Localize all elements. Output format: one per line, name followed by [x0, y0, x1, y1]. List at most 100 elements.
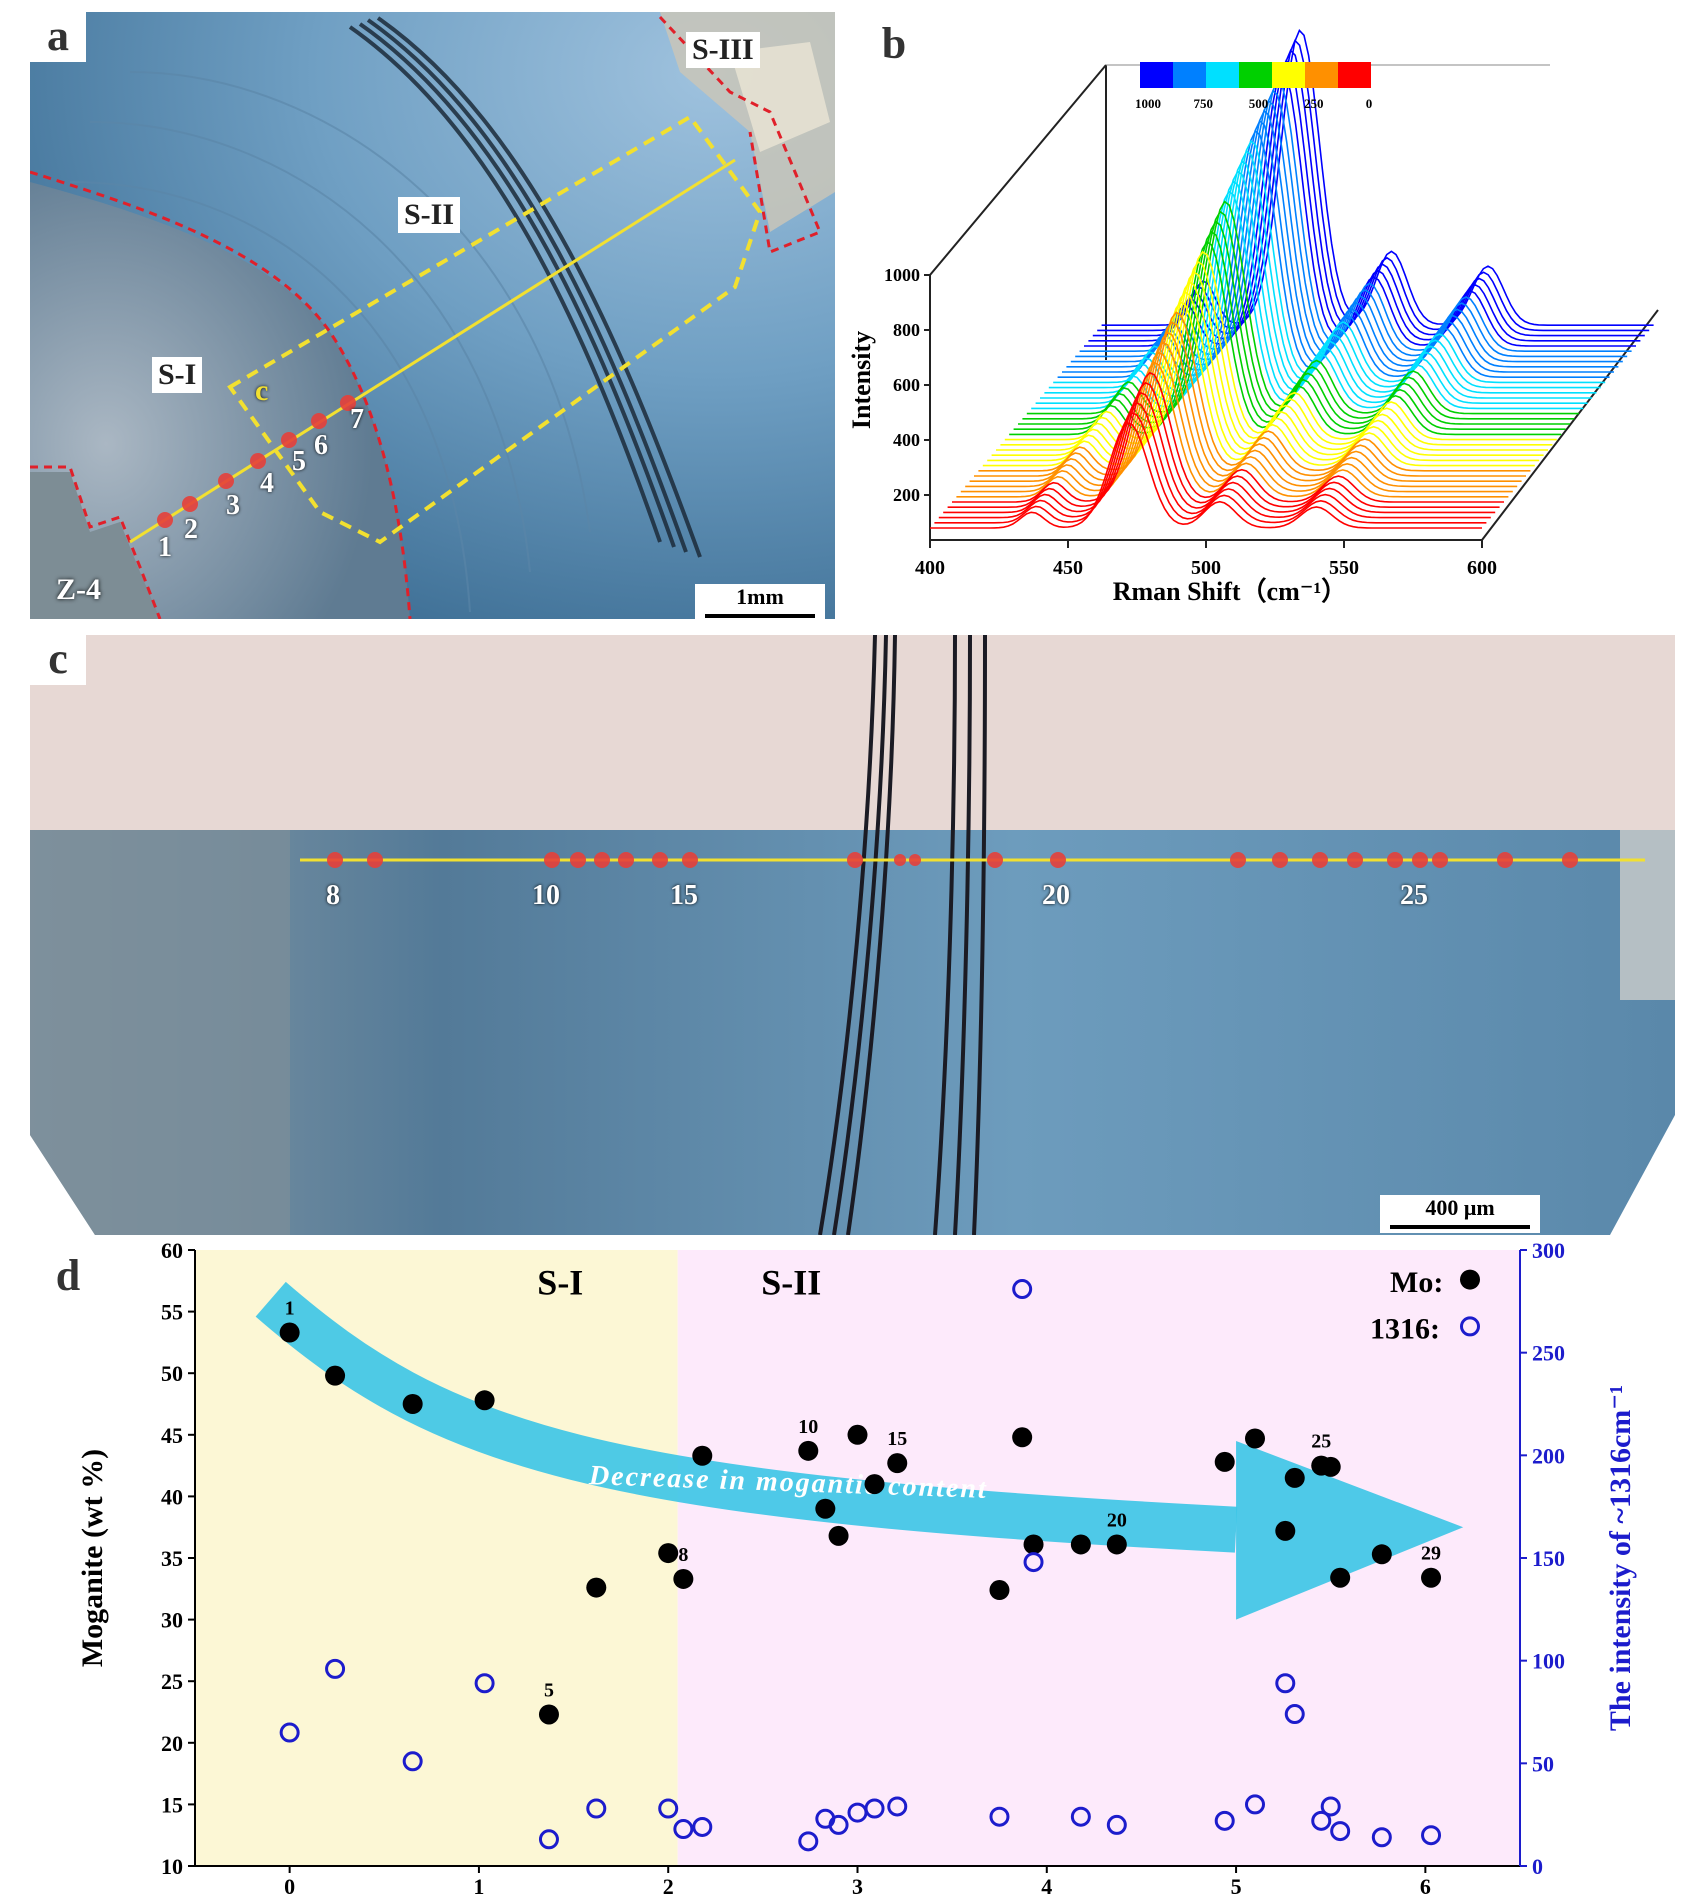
point-label-5: 5 — [292, 446, 306, 477]
trend-arrow: Decrease in mogantie content — [255, 1281, 1464, 1620]
i1316-point — [887, 1796, 908, 1817]
panel-b-ytick-label: 200 — [893, 485, 920, 505]
point-label-4: 4 — [260, 468, 274, 499]
z4-region — [30, 472, 160, 619]
legend-1316-label: 1316: — [1370, 1313, 1440, 1346]
panel-b-xtick-label: 550 — [1329, 557, 1359, 579]
i1316-point — [1320, 1796, 1341, 1817]
panel-b-spectra — [930, 28, 1654, 529]
point-annotation: 25 — [1311, 1431, 1331, 1453]
colorbar-swatch — [1305, 62, 1338, 88]
c-point-label-10: 10 — [532, 880, 560, 911]
colorbar-swatch — [1173, 62, 1206, 88]
legend-1316-marker — [1460, 1316, 1480, 1337]
mo-point — [798, 1440, 819, 1461]
region-label-s1: S-I — [537, 1262, 583, 1302]
panel-a-micrograph — [30, 12, 835, 619]
point-label-1: 1 — [158, 532, 172, 563]
panel-d-chart: Decrease in mogantie content 0 1 2 3 4 5 61015… — [76, 1238, 1637, 1900]
legend-mo-marker — [1460, 1269, 1480, 1290]
y-tick-label: 45 — [161, 1423, 183, 1448]
panel-d-points — [279, 1279, 1442, 1852]
zone-boundaries — [30, 15, 822, 619]
ppl-half — [30, 635, 1675, 830]
point-annotation: 8 — [678, 1544, 688, 1566]
point-label-3: 3 — [226, 490, 240, 521]
point-annotation: 1 — [285, 1298, 295, 1320]
point-annotation: 20 — [1107, 1509, 1127, 1531]
inset-box — [227, 114, 763, 545]
i1316-point — [989, 1806, 1010, 1827]
panel-d: Decrease in mogantie content 0 1 2 3 4 5 6 10 15… — [30, 1238, 1690, 1900]
panel-b-xlabel: Rman Shift（cm⁻¹） — [1113, 577, 1348, 606]
zone-label-s2: S-II — [398, 197, 461, 233]
panel-b-ytick-label: 400 — [893, 430, 920, 450]
i1316-point — [474, 1673, 495, 1694]
i1316-point — [1275, 1673, 1296, 1694]
x-tick-label: 4 — [1041, 1874, 1052, 1895]
point-annotation: 5 — [544, 1679, 554, 1701]
y2-tick-label: 150 — [1532, 1546, 1565, 1571]
mo-point — [474, 1390, 495, 1411]
s3-crystal — [730, 42, 830, 152]
spectrum-line — [934, 412, 1487, 524]
panel-b-ytick-label: 600 — [893, 375, 920, 395]
legend-mo-label: Mo: — [1390, 1266, 1443, 1299]
mo-point — [887, 1453, 908, 1474]
x-tick-label: 2 — [663, 1874, 674, 1895]
i1316-point — [586, 1798, 607, 1819]
y2-tick-label: 100 — [1532, 1649, 1565, 1674]
mo-point — [1012, 1427, 1033, 1448]
panel-c-label: c — [30, 635, 86, 685]
panel-c-scale-text: 400 μm — [1425, 1195, 1495, 1220]
c-point-label-15: 15 — [670, 880, 698, 911]
panel-a-scalebar: 1mm — [695, 584, 825, 620]
s1-texture — [30, 830, 290, 1235]
i1316-point — [1311, 1810, 1332, 1831]
growth-bands — [348, 16, 702, 558]
spectrum-line — [938, 402, 1491, 519]
y2-tick-label: 250 — [1532, 1341, 1565, 1366]
i1316-point — [692, 1816, 713, 1837]
y-tick-label: 35 — [161, 1546, 183, 1571]
spectrum-line — [943, 391, 1496, 514]
spectrum-line — [930, 422, 1482, 529]
panel-c: c 8 10 15 20 25 400 μm — [30, 635, 1675, 1235]
spectrum-line — [1101, 28, 1654, 326]
y-tick-label: 10 — [161, 1854, 183, 1879]
mo-point — [1275, 1520, 1296, 1541]
panel-a-scale-text: 1mm — [736, 584, 784, 609]
mo-point — [847, 1424, 868, 1445]
i1316-point — [1106, 1814, 1127, 1835]
s3-texture — [1620, 830, 1675, 1000]
i1316-point — [798, 1831, 819, 1852]
colorbar-tick-label: 1000 — [1135, 96, 1161, 111]
x-tick-label: 1 — [473, 1874, 484, 1895]
colorbar-swatch — [1272, 62, 1305, 88]
zone-label-s3: S-III — [686, 32, 760, 68]
colorbar-tick-label: 250 — [1304, 96, 1324, 111]
mo-point — [1284, 1467, 1305, 1488]
mo-point — [864, 1474, 885, 1495]
panel-a-label: a — [30, 12, 86, 62]
panel-b-ylabel: Intensity — [850, 331, 876, 429]
mo-point — [815, 1498, 836, 1519]
mo-point — [1421, 1567, 1442, 1588]
c-point-label-8: 8 — [326, 880, 340, 911]
i1316-point — [279, 1722, 300, 1743]
colorbar-swatch — [1140, 62, 1173, 88]
region-label-s2: S-II — [761, 1262, 821, 1302]
analysis-points — [157, 395, 356, 528]
zone-label-s1: S-I — [152, 357, 203, 393]
mo-point — [673, 1568, 694, 1589]
panel-a: a S-III S-II S-I Z-4 c 1 2 3 4 5 6 7 1mm — [30, 12, 835, 620]
y-tick-label: 30 — [161, 1608, 183, 1633]
point-label-7: 7 — [350, 404, 364, 435]
mo-point — [402, 1394, 423, 1414]
mo-point — [1070, 1534, 1091, 1555]
y2-axis-title: The intensity of ~1316cm⁻¹ — [1604, 1385, 1637, 1731]
panel-c-scalebar: 400 μm — [1380, 1195, 1540, 1233]
i1316-point — [658, 1798, 679, 1819]
mo-point — [989, 1580, 1010, 1601]
colorbar-swatch — [1239, 62, 1272, 88]
